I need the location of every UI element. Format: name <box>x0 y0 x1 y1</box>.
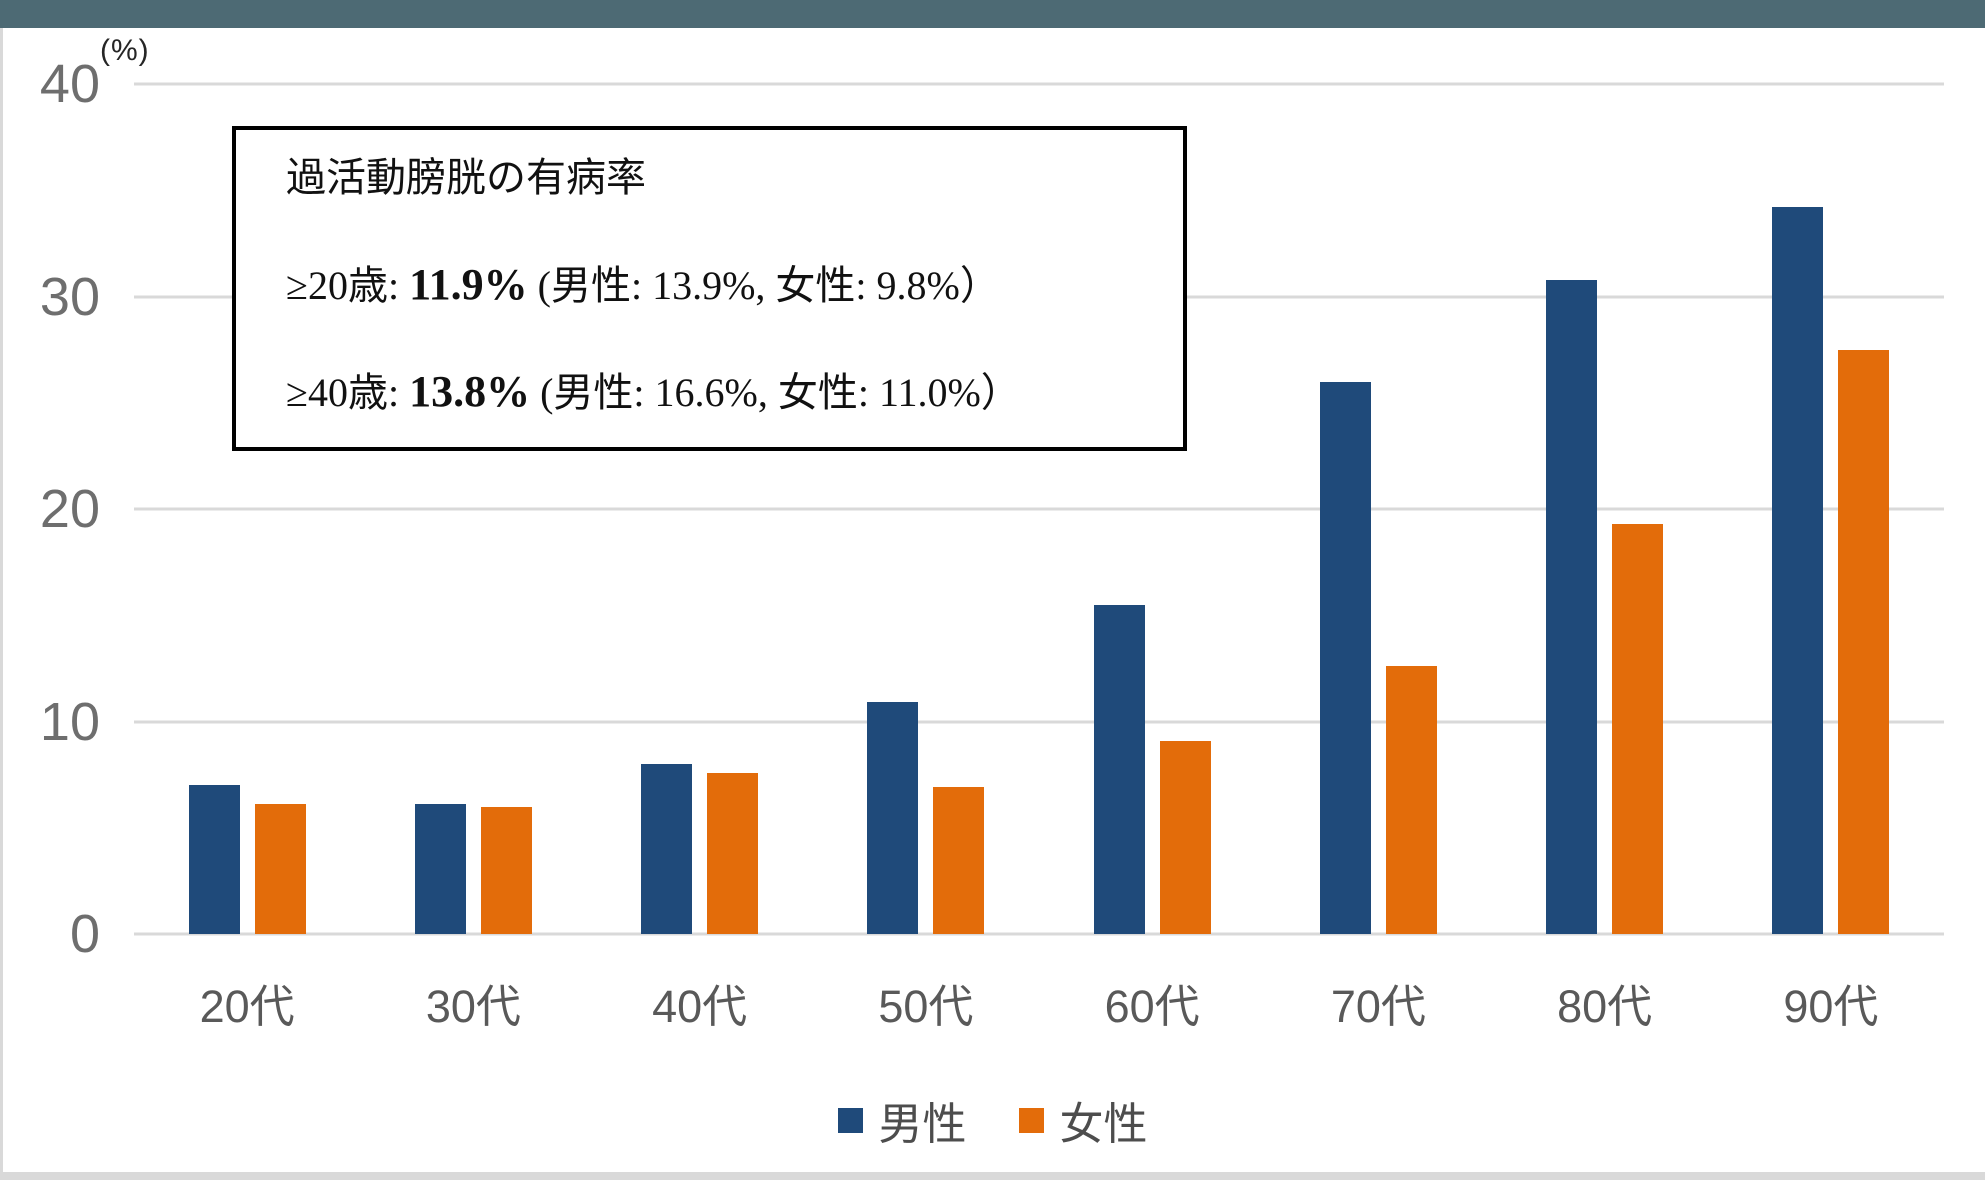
y-tick-label-30: 30 <box>39 266 100 327</box>
legend: 男性 女性 <box>0 1088 1985 1152</box>
annotation-text: (男性: 16.6%, 女性: 11.0%） <box>530 369 1021 415</box>
annotation-value: 11.9% <box>409 260 528 309</box>
x-axis-label-30s: 30代 <box>425 981 521 1032</box>
x-axis-label-80s: 80代 <box>1557 981 1653 1032</box>
x-axis-label-90s: 90代 <box>1783 981 1879 1032</box>
annotation-value: 13.8% <box>409 366 531 416</box>
bars-area <box>134 84 1944 934</box>
bar-group-20s <box>134 84 360 934</box>
bar-group-80s <box>1492 84 1718 934</box>
legend-swatch-female <box>1018 1107 1044 1133</box>
y-tick-label-0: 0 <box>69 904 100 964</box>
annotation-box: 過活動膀胱の有病率 ≥20歳: 11.9% (男性: 13.9%, 女性: 9.… <box>232 126 1187 451</box>
annotation-line-over-20: ≥20歳: 11.9% (男性: 13.9%, 女性: 9.8%） <box>286 260 1163 311</box>
x-axis-labels: 20代 30代 40代 50代 60代 70代 80代 90代 <box>134 980 1944 1034</box>
annotation-line-over-40: ≥40歳: 13.8% (男性: 16.6%, 女性: 11.0%） <box>286 367 1163 418</box>
legend-item-female: 女性 <box>1018 1088 1148 1152</box>
annotation-text: (男性: 13.9%, 女性: 9.8%） <box>527 263 1000 308</box>
bar-female-40s <box>707 772 759 934</box>
annotation-text: ≥40歳: <box>286 369 410 415</box>
gridline-20 <box>134 507 1944 511</box>
bar-male-20s <box>188 785 240 934</box>
bar-female-90s <box>1838 349 1890 934</box>
y-axis-unit-label: (%) <box>100 34 150 67</box>
bar-female-20s <box>254 804 306 934</box>
y-axis-tick-labels: 40 30 20 10 0 <box>0 57 100 961</box>
x-axis-label-40s: 40代 <box>652 981 748 1032</box>
bar-male-50s <box>867 702 919 934</box>
bar-female-80s <box>1612 523 1664 934</box>
gridline-10 <box>134 720 1944 723</box>
bar-female-70s <box>1385 666 1437 934</box>
bar-group-90s <box>1718 84 1944 934</box>
bar-female-50s <box>933 787 985 934</box>
x-axis-label-70s: 70代 <box>1330 981 1426 1032</box>
x-axis-label-60s: 60代 <box>1104 981 1200 1032</box>
window-bottom-edge <box>0 1172 1985 1180</box>
y-tick-label-20: 20 <box>39 479 100 539</box>
bar-group-60s <box>1039 84 1265 934</box>
plot-area <box>134 82 1944 936</box>
bar-group-40s <box>587 84 813 934</box>
bar-male-80s <box>1546 279 1598 934</box>
x-axis-label-20s: 20代 <box>199 981 295 1032</box>
bar-male-90s <box>1772 207 1824 934</box>
bar-male-40s <box>641 764 693 934</box>
window-top-bar <box>0 0 1985 28</box>
annotation-title: 過活動膀胱の有病率 <box>286 156 646 200</box>
legend-item-male: 男性 <box>837 1088 967 1152</box>
bar-female-30s <box>480 806 532 934</box>
window-left-edge <box>0 28 3 1172</box>
y-tick-label-10: 10 <box>39 691 100 752</box>
bar-male-70s <box>1319 381 1371 934</box>
x-axis-label-50s: 50代 <box>878 981 974 1032</box>
bar-male-30s <box>414 804 466 934</box>
bar-group-30s <box>360 84 586 934</box>
bar-group-50s <box>813 84 1039 934</box>
bar-female-60s <box>1159 740 1211 934</box>
gridline-40 <box>134 82 1944 86</box>
bar-group-70s <box>1265 84 1491 934</box>
gridline-0 <box>134 932 1944 936</box>
legend-swatch-male <box>837 1107 863 1133</box>
legend-label-female: 女性 <box>1059 1100 1148 1149</box>
legend-label-male: 男性 <box>878 1100 967 1149</box>
annotation-text: ≥20歳: <box>286 263 410 308</box>
y-tick-label-40: 40 <box>39 54 100 114</box>
bar-male-60s <box>1093 604 1145 934</box>
